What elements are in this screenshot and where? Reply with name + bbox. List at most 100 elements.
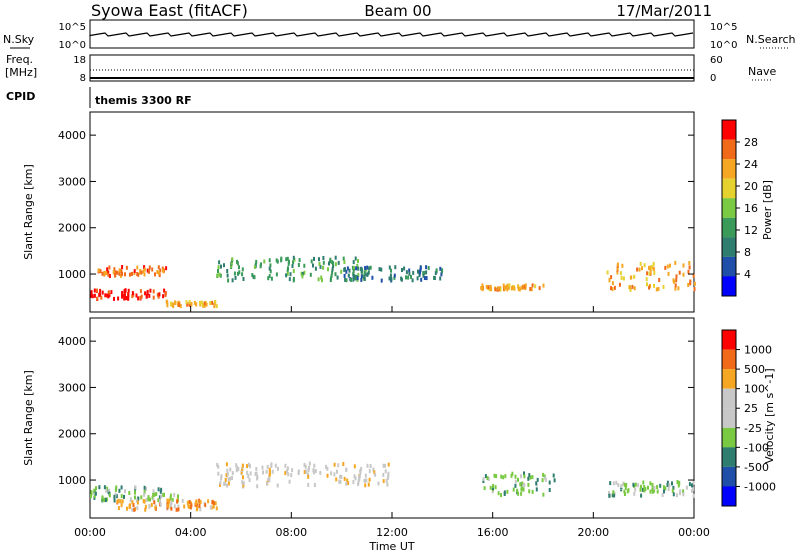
- data-cell: [343, 273, 346, 278]
- data-cell: [165, 299, 168, 304]
- data-cell: [268, 258, 271, 263]
- data-cell: [372, 467, 375, 472]
- data-cell: [638, 267, 641, 272]
- data-cell: [534, 284, 537, 289]
- data-cell: [388, 276, 391, 281]
- data-cell: [390, 277, 393, 282]
- data-cell: [521, 481, 524, 486]
- data-cell: [613, 285, 616, 290]
- data-cell: [143, 485, 146, 490]
- data-cell: [611, 493, 614, 497]
- data-cell: [235, 468, 238, 473]
- data-cell: [262, 470, 264, 475]
- data-cell: [351, 265, 354, 270]
- data-cell: [645, 277, 648, 282]
- data-cell: [217, 265, 220, 270]
- data-cell: [108, 265, 111, 270]
- colorbar-tick-label: 4: [744, 268, 751, 281]
- data-cell: [506, 489, 509, 494]
- data-cell: [366, 463, 369, 468]
- data-cell: [611, 287, 614, 292]
- data-cell: [207, 499, 210, 504]
- data-cell: [163, 288, 166, 293]
- data-cell: [287, 472, 290, 477]
- y-tick-label: 4000: [58, 129, 86, 142]
- colorbar-swatch: [722, 139, 736, 160]
- data-cell: [655, 287, 658, 292]
- colorbar-tick-label: 1000: [744, 344, 772, 357]
- data-cell: [649, 489, 652, 494]
- data-cell: [651, 489, 654, 494]
- data-cell: [332, 261, 335, 266]
- y-tick-label: 2000: [58, 222, 86, 235]
- data-cell: [354, 476, 357, 481]
- data-cell: [169, 503, 172, 508]
- data-cell: [153, 492, 156, 497]
- data-cell: [129, 497, 132, 502]
- data-cell: [327, 267, 329, 272]
- data-cell: [150, 502, 153, 507]
- data-cell: [335, 477, 338, 482]
- data-cell: [480, 286, 483, 290]
- data-cell: [344, 277, 347, 282]
- colorbar-swatch: [722, 330, 736, 350]
- data-cell: [256, 484, 259, 489]
- data-cell: [663, 489, 665, 494]
- data-cell: [675, 278, 678, 283]
- data-cell: [646, 271, 649, 276]
- data-cell: [661, 493, 664, 497]
- data-cell: [634, 482, 637, 487]
- data-cell: [94, 491, 97, 496]
- data-cell: [219, 483, 221, 487]
- data-cell: [667, 271, 670, 276]
- data-cell: [297, 469, 300, 474]
- freq-panel-frame: [89, 54, 695, 82]
- data-cell: [529, 287, 532, 291]
- data-cell: [524, 283, 527, 288]
- data-cell: [535, 481, 538, 486]
- data-cell: [148, 269, 150, 274]
- data-cell: [113, 296, 115, 301]
- data-cell: [613, 493, 616, 498]
- data-cell: [166, 303, 169, 308]
- data-cell: [242, 277, 245, 281]
- data-cell: [156, 270, 159, 274]
- data-cell: [176, 301, 179, 306]
- data-cell: [268, 266, 271, 271]
- data-cell: [419, 269, 422, 274]
- data-cell: [640, 484, 642, 489]
- data-cell: [233, 271, 236, 276]
- data-cell: [342, 462, 345, 466]
- data-cell: [504, 285, 507, 290]
- data-cell: [220, 474, 223, 479]
- data-cell: [146, 268, 149, 273]
- data-cell: [148, 265, 151, 270]
- data-cell: [104, 498, 107, 503]
- data-cell: [261, 465, 264, 470]
- data-cell: [212, 504, 215, 509]
- power-marks: [90, 255, 696, 309]
- data-cell: [507, 285, 510, 290]
- data-cell: [151, 267, 154, 272]
- data-cell: [388, 265, 391, 270]
- data-cell: [125, 265, 128, 270]
- data-cell: [190, 302, 193, 307]
- data-cell: [648, 271, 651, 276]
- data-cell: [365, 478, 368, 483]
- data-cell: [612, 490, 615, 495]
- data-cell: [425, 276, 428, 281]
- data-cell: [143, 267, 146, 272]
- data-cell: [211, 500, 214, 505]
- data-cell: [131, 271, 133, 276]
- data-cell: [523, 474, 526, 479]
- data-cell: [162, 493, 165, 497]
- data-cell: [160, 494, 163, 499]
- data-cell: [517, 491, 520, 496]
- data-cell: [300, 271, 303, 276]
- data-cell: [499, 287, 502, 292]
- data-cell: [253, 264, 256, 269]
- data-cell: [616, 270, 619, 275]
- cpid-value: themis 3300 RF: [95, 94, 192, 107]
- data-cell: [511, 471, 514, 476]
- data-cell: [227, 477, 230, 482]
